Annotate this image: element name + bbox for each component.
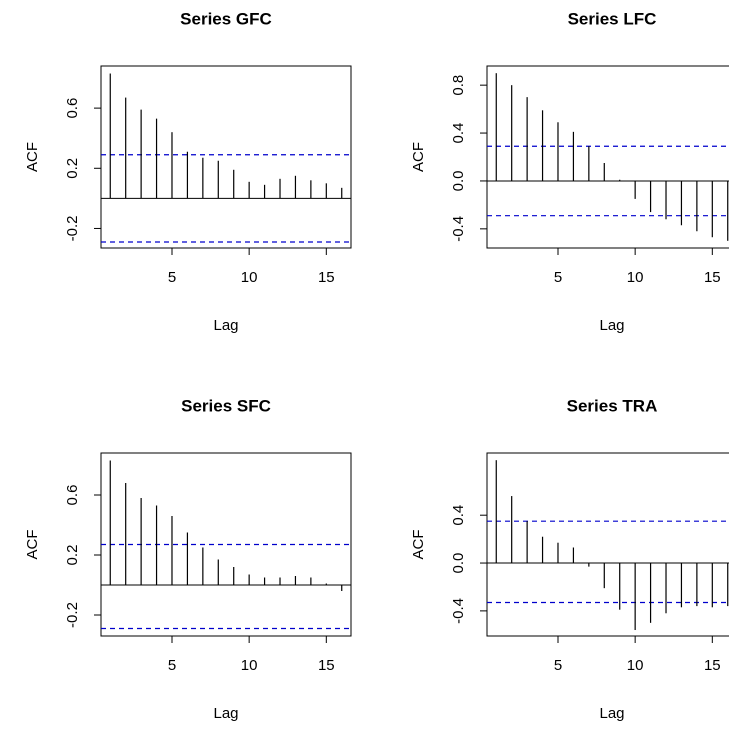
y-tick-label: 0.4 bbox=[450, 505, 467, 526]
y-axis-label: ACF bbox=[410, 142, 427, 172]
x-tick-label: 5 bbox=[168, 269, 176, 286]
x-tick-label: 5 bbox=[168, 657, 176, 674]
y-tick-label: -0.2 bbox=[64, 216, 81, 242]
plot-box bbox=[100, 65, 352, 249]
x-tick-label: 15 bbox=[704, 657, 721, 674]
y-tick-label: -0.2 bbox=[64, 602, 81, 628]
panel-title: Series TRA bbox=[567, 396, 658, 415]
y-tick-label: 0.8 bbox=[450, 75, 467, 96]
x-tick-label: 10 bbox=[241, 269, 258, 286]
y-tick-label: 0.0 bbox=[450, 171, 467, 192]
y-tick-label: 0.0 bbox=[450, 553, 467, 574]
x-tick-label: 5 bbox=[554, 657, 562, 674]
y-tick-label: 0.2 bbox=[64, 158, 81, 179]
y-tick-label: 0.4 bbox=[450, 123, 467, 144]
y-tick-label: 0.6 bbox=[64, 98, 81, 119]
x-axis-label: Lag bbox=[599, 317, 624, 334]
y-axis-label: ACF bbox=[24, 142, 41, 172]
x-axis-label: Lag bbox=[599, 705, 624, 722]
panel-title: Series LFC bbox=[568, 9, 657, 28]
x-tick-label: 10 bbox=[627, 269, 644, 286]
y-tick-label: -0.4 bbox=[450, 216, 467, 242]
x-tick-label: 10 bbox=[627, 657, 644, 674]
plot-box bbox=[486, 452, 729, 637]
x-axis-label: Lag bbox=[213, 317, 238, 334]
x-tick-label: 15 bbox=[318, 657, 335, 674]
y-axis-label: ACF bbox=[24, 530, 41, 560]
panel-title: Series SFC bbox=[181, 396, 271, 415]
x-tick-label: 5 bbox=[554, 269, 562, 286]
plot-box bbox=[486, 65, 729, 249]
y-tick-label: -0.4 bbox=[450, 598, 467, 624]
y-tick-label: 0.6 bbox=[64, 485, 81, 506]
x-tick-label: 10 bbox=[241, 657, 258, 674]
x-tick-label: 15 bbox=[704, 269, 721, 286]
y-tick-label: 0.2 bbox=[64, 545, 81, 566]
x-axis-label: Lag bbox=[213, 705, 238, 722]
y-axis-label: ACF bbox=[410, 530, 427, 560]
panel-title: Series GFC bbox=[180, 9, 272, 28]
x-tick-label: 15 bbox=[318, 269, 335, 286]
